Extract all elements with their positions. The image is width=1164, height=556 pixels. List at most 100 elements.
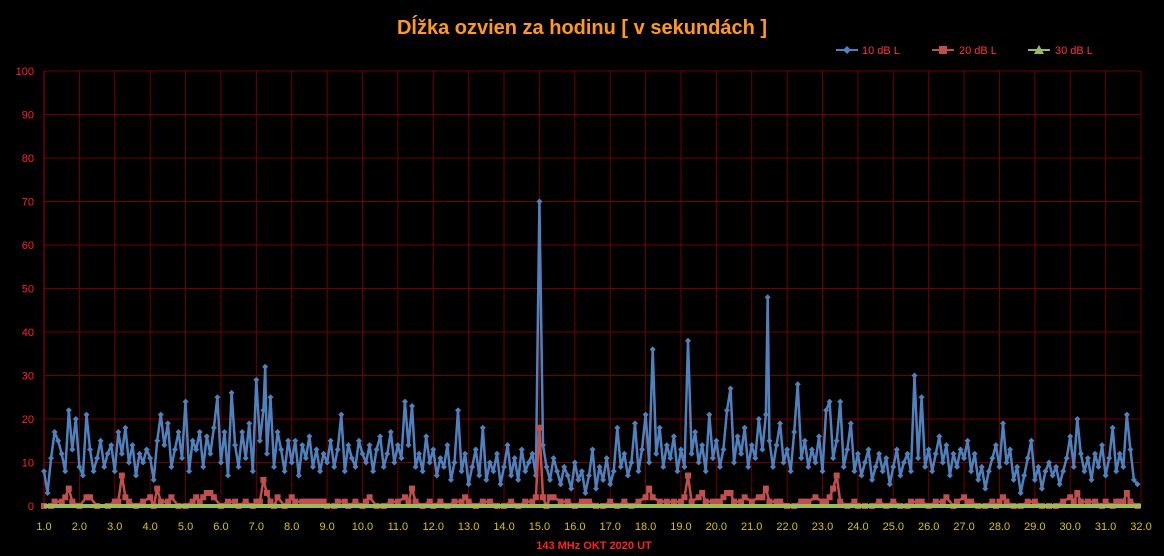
data-point [699, 442, 706, 449]
data-point [363, 459, 370, 466]
data-point [518, 446, 525, 453]
data-point [692, 429, 699, 436]
data-point [331, 463, 338, 470]
data-point [982, 485, 989, 492]
data-point [486, 498, 493, 505]
data-point [582, 498, 589, 505]
data-point [971, 450, 978, 457]
data-point [755, 416, 762, 422]
x-tick-label: 14.0 [493, 521, 514, 533]
data-point [493, 450, 500, 457]
data-point [688, 450, 695, 457]
data-point [1070, 498, 1077, 505]
data-point [568, 485, 575, 492]
data-point [578, 468, 585, 475]
data-point [1074, 489, 1081, 496]
data-point [1038, 485, 1045, 492]
data-point [649, 494, 656, 501]
data-point [334, 498, 341, 505]
data-point [805, 463, 812, 470]
y-axis: 0 10 20 30 40 50 60 70 80 90 100 [16, 66, 34, 513]
data-point [373, 446, 380, 453]
data-point [656, 498, 663, 505]
data-point [812, 459, 819, 466]
data-point [932, 450, 939, 457]
data-point [748, 498, 755, 505]
data-point [738, 450, 745, 457]
data-point [479, 498, 486, 505]
data-point [525, 459, 532, 466]
data-point [716, 463, 723, 470]
data-point [564, 472, 571, 479]
data-point [755, 494, 762, 501]
data-point [716, 498, 723, 505]
data-point [1116, 450, 1123, 457]
data-point [794, 381, 801, 388]
data-point [996, 463, 1003, 470]
data-point [685, 337, 692, 344]
data-point [522, 498, 529, 505]
data-point [1106, 455, 1113, 462]
data-point [801, 498, 808, 505]
data-point [1007, 446, 1014, 453]
data-point [1099, 442, 1106, 449]
y-tick-label: 80 [22, 153, 34, 165]
legend-marker-triangle [1034, 45, 1044, 54]
x-tick-label: 21.0 [741, 521, 762, 533]
data-point [561, 463, 568, 470]
data-point [649, 346, 656, 353]
data-point [939, 498, 946, 505]
x-tick-label: 20.0 [706, 521, 727, 533]
data-point [1031, 498, 1038, 505]
data-point [900, 459, 907, 466]
data-point [232, 442, 239, 449]
data-point [915, 455, 922, 462]
data-point [157, 498, 164, 505]
data-point [515, 476, 522, 483]
data-point [695, 494, 702, 501]
data-point [317, 468, 324, 475]
data-point [631, 420, 638, 427]
data-point [925, 446, 932, 453]
data-point [486, 459, 493, 466]
data-point [709, 455, 716, 462]
data-point [94, 455, 101, 462]
data-point [348, 455, 355, 462]
data-point [695, 459, 702, 466]
data-point [104, 450, 111, 457]
data-point [897, 472, 904, 479]
data-point [547, 494, 554, 501]
data-point [228, 389, 235, 396]
data-point [444, 442, 451, 449]
data-point [1134, 481, 1141, 488]
data-point [458, 498, 465, 505]
data-point [140, 459, 147, 466]
data-point [62, 494, 69, 501]
data-point [688, 498, 695, 505]
data-point [203, 433, 210, 440]
data-point [826, 398, 833, 405]
data-point [621, 450, 628, 457]
data-point [143, 446, 150, 453]
data-point [762, 485, 769, 492]
x-tick-label: 19.0 [670, 521, 691, 533]
y-tick-label: 10 [22, 458, 34, 470]
data-point [483, 476, 490, 483]
data-point [741, 494, 748, 501]
data-point [890, 463, 897, 470]
data-point [235, 463, 242, 470]
data-point [511, 455, 518, 462]
x-tick-label: 1.0 [36, 521, 51, 533]
data-point [830, 455, 837, 462]
legend-label-10db: 10 dB L [862, 45, 900, 57]
data-point [72, 416, 79, 422]
data-point [51, 498, 58, 505]
data-point [543, 463, 550, 470]
data-point [83, 411, 90, 418]
data-point [62, 468, 69, 475]
data-point [798, 498, 805, 505]
data-point [837, 398, 844, 405]
data-point [918, 394, 925, 401]
data-point [288, 459, 295, 466]
x-tick-label: 8.0 [284, 521, 299, 533]
